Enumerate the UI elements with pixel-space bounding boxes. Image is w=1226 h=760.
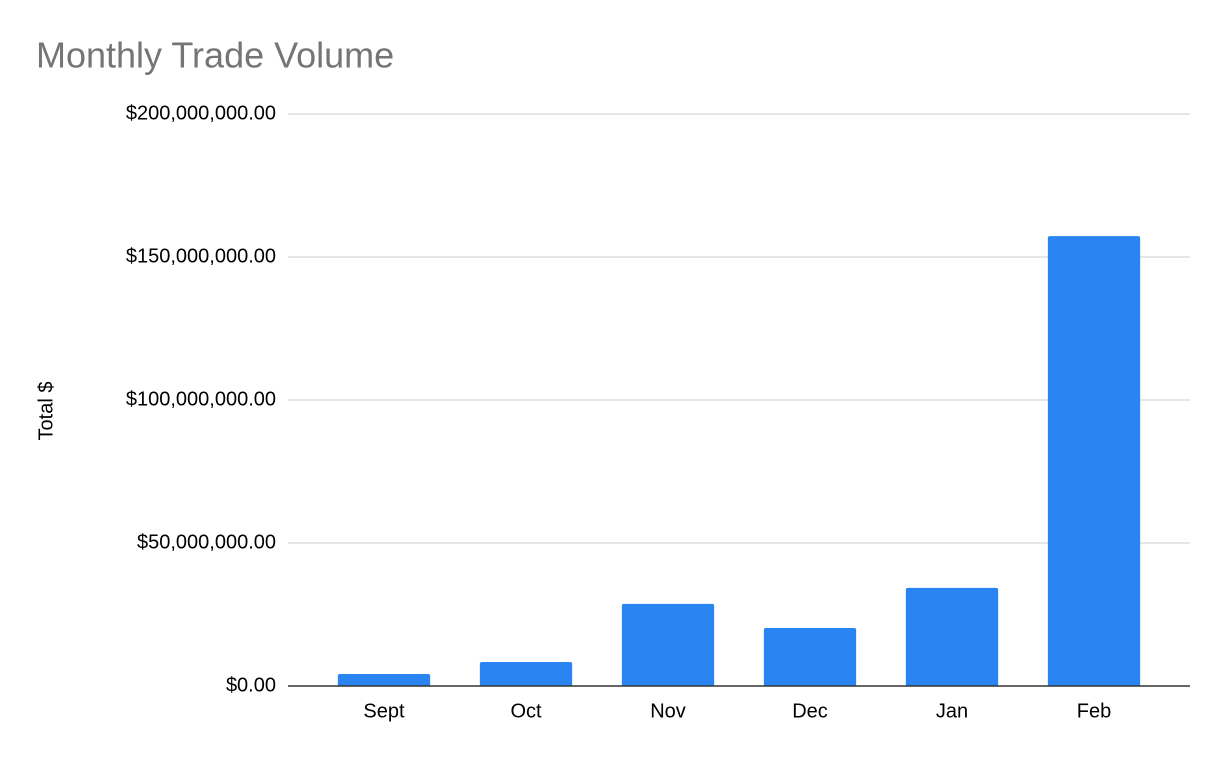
bar: [905, 587, 999, 686]
bar: [621, 603, 715, 686]
x-tick-label: Jan: [936, 700, 968, 722]
y-tick-label: $100,000,000.00: [126, 388, 276, 410]
chart-title: Monthly Trade Volume: [36, 35, 394, 76]
x-tick-label: Feb: [1077, 700, 1111, 722]
x-tick-label: Nov: [650, 700, 686, 722]
y-tick-label: $200,000,000.00: [126, 102, 276, 124]
x-tick-label: Dec: [792, 700, 828, 722]
bar: [1047, 236, 1141, 686]
bar: [337, 673, 431, 686]
y-tick-label: $0.00: [226, 674, 276, 696]
bar: [479, 661, 573, 686]
x-tick-label: Oct: [510, 700, 542, 722]
x-tick-label: Sept: [363, 700, 405, 722]
bar: [763, 627, 857, 686]
y-axis-label: Total $: [35, 382, 57, 441]
y-tick-label: $150,000,000.00: [126, 245, 276, 267]
y-tick-label: $50,000,000.00: [137, 531, 276, 553]
